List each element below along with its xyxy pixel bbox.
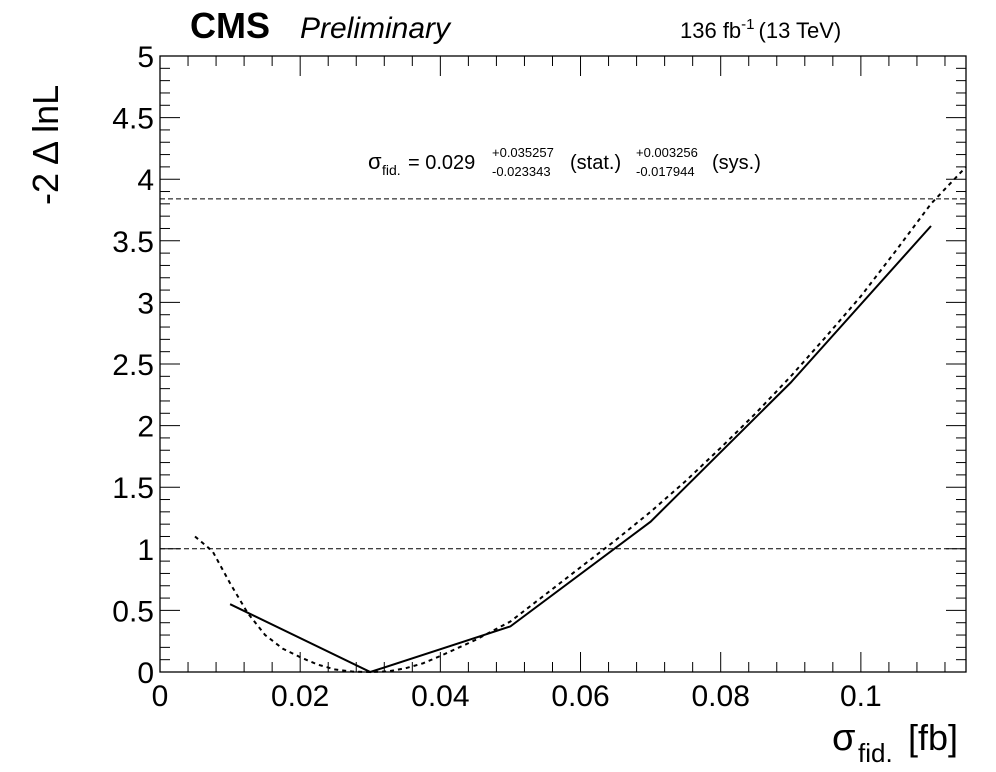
y-tick-label: 2 <box>137 411 154 444</box>
x-tick-label: 0.08 <box>692 680 750 713</box>
annotation-subscript: fid. <box>382 162 401 178</box>
y-tick-label: 2.5 <box>112 349 154 382</box>
plot-frame <box>159 55 967 673</box>
sys-up: +0.003256 <box>636 145 698 160</box>
sys-down: -0.017944 <box>636 164 695 179</box>
y-tick-label: 1 <box>137 534 154 567</box>
y-tick-label: 0.5 <box>112 595 154 628</box>
series-line-solid <box>229 225 932 674</box>
x-tick-label: 0 <box>152 680 169 713</box>
y-axis-title: -2 Δ lnL <box>25 85 66 205</box>
x-axis-unit: [fb] <box>908 717 958 758</box>
energy-label: (13 TeV) <box>759 18 842 43</box>
y-tick-label: 3 <box>137 287 154 320</box>
annotation-value: = 0.029 <box>408 152 475 174</box>
sys-label: (sys.) <box>712 152 761 174</box>
series-line-dashed <box>194 166 967 674</box>
stat-label: (stat.) <box>570 152 621 174</box>
x-tick-label: 0.04 <box>411 680 469 713</box>
lumi-value: 136 fb <box>680 18 741 43</box>
y-tick-label: 3.5 <box>112 226 154 259</box>
x-tick-label: 0.02 <box>271 680 329 713</box>
stat-down: -0.023343 <box>492 164 551 179</box>
y-tick-label: 1.5 <box>112 472 154 505</box>
x-tick-label: 0.1 <box>840 680 882 713</box>
experiment-label: CMS <box>190 5 270 46</box>
y-tick-label: 5 <box>137 41 154 74</box>
result-annotation: σ fid. = 0.029 +0.035257 -0.023343 (stat… <box>368 145 761 179</box>
y-tick-label: 4.5 <box>112 103 154 136</box>
stat-up: +0.035257 <box>492 145 554 160</box>
y-tick-label: 4 <box>137 164 154 197</box>
x-tick-label: 0.06 <box>551 680 609 713</box>
lumi-exponent: -1 <box>741 16 754 33</box>
x-axis-subscript: fid. <box>858 738 893 768</box>
x-axis-title: σ fid. [fb] <box>832 717 958 768</box>
plot-area: 0 0.5 1 1.5 2 2.5 3 3.5 4 4.5 5 0 0.02 0.04 0.06 0.08 0.… <box>112 41 967 713</box>
y-tick-label: 0 <box>137 657 154 690</box>
x-axis-symbol: σ <box>832 717 855 759</box>
lumi-label: 136 fb-1 (13 TeV) <box>680 16 841 43</box>
annotation-symbol: σ <box>368 149 382 174</box>
status-label: Preliminary <box>300 12 452 45</box>
